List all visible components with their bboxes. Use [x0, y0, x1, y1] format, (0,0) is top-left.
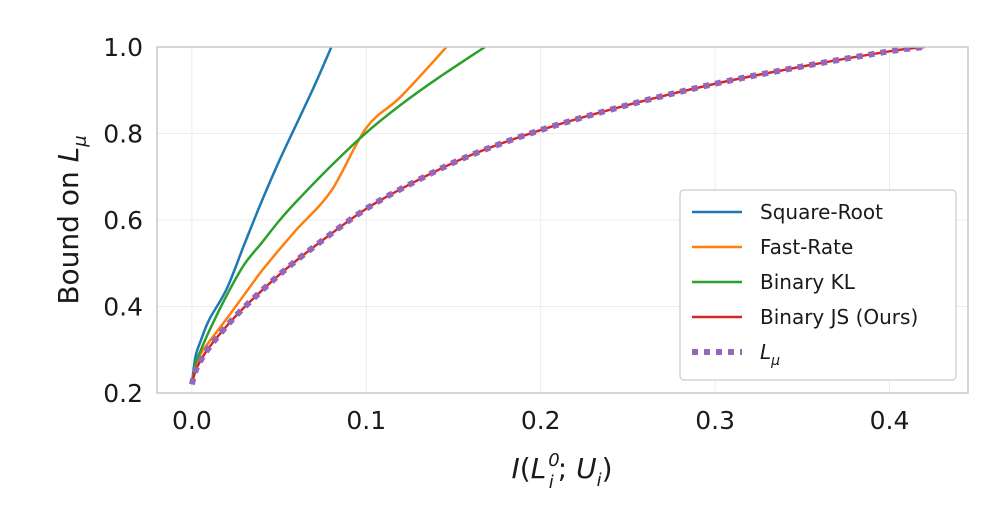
legend-label-square-root: Square-Root: [760, 200, 883, 224]
y-ticks: 0.2 0.4 0.6 0.8 1.0: [103, 33, 143, 408]
x-ticks: 0.0 0.1 0.2 0.3 0.4: [172, 406, 909, 435]
series-line-binary-kl: [190, 47, 486, 385]
legend-label-fast-rate: Fast-Rate: [760, 235, 853, 259]
x-tick-label: 0.3: [695, 406, 735, 435]
x-tick-label: 0.2: [521, 406, 561, 435]
legend-label-binary-kl: Binary KL: [760, 270, 856, 294]
y-tick-label: 0.8: [103, 120, 143, 149]
x-axis-title: I(L 0 i; Ui): [511, 450, 612, 493]
plot-frame: [156, 46, 969, 394]
legend-box: [679, 189, 957, 381]
x-tick-label: 0.4: [870, 406, 910, 435]
series-line-fast-rate: [190, 47, 448, 385]
series-layer: [188, 47, 925, 386]
legend-label-binary-js-ours: Binary JS (Ours): [760, 305, 918, 329]
y-tick-label: 0.2: [103, 379, 143, 408]
y-tick-label: 0.4: [103, 293, 143, 322]
legend-label-l-mu: Lμ: [760, 340, 780, 369]
y-axis-title: Bound on Lμ: [52, 135, 91, 304]
series-line-square-root: [190, 47, 333, 385]
y-tick-label: 1.0: [103, 33, 143, 62]
legend: Square-Root Fast-Rate Binary KL Binary JS (…: [679, 189, 957, 381]
y-tick-label: 0.6: [103, 206, 143, 235]
series-line-l-mu: [188, 47, 925, 386]
x-tick-label: 0.1: [346, 406, 386, 435]
x-tick-label: 0.0: [172, 406, 212, 435]
